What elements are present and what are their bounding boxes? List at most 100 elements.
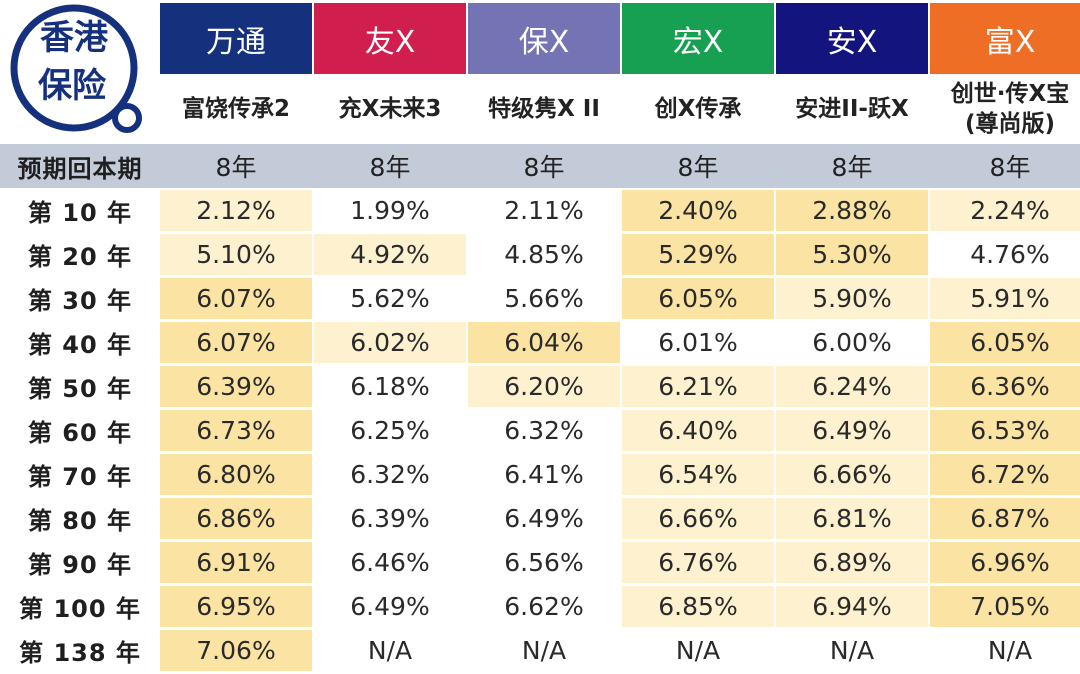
irr-cell: 2.40% — [622, 190, 774, 231]
irr-cell: 6.46% — [314, 542, 466, 583]
irr-cell: 2.24% — [930, 190, 1080, 231]
product-name: 安进II-跃X — [795, 96, 909, 122]
company-header: 安X — [776, 3, 928, 74]
product-header: 富饶传承2 — [160, 74, 312, 144]
product-name-suffix: (尊尚版) — [964, 111, 1055, 137]
irr-cell: 6.01% — [622, 322, 774, 363]
company-header: 友X — [314, 3, 466, 74]
irr-cell: N/A — [622, 630, 774, 671]
irr-cell: 2.11% — [468, 190, 620, 231]
logo-text-2: 保险 — [38, 66, 107, 106]
company-header: 富X — [930, 3, 1080, 74]
row-label: 第 138 年 — [19, 638, 141, 667]
period-label: 预期回本期 — [17, 154, 143, 183]
irr-cell: 6.66% — [622, 498, 774, 539]
irr-cell: N/A — [776, 630, 928, 671]
company-name: 富X — [984, 24, 1036, 60]
period-value: 8年 — [677, 153, 719, 182]
period-value: 8年 — [215, 153, 257, 182]
hk-insurance-logo: 香港 保险 — [0, 0, 160, 143]
period-value: 8年 — [369, 153, 411, 182]
table-row: 6.39% 6.18% 6.20% 6.21% 6.24% 6.36% — [160, 364, 1080, 408]
irr-cell: 5.10% — [160, 234, 312, 275]
table-row: 6.07% 6.02% 6.04% 6.01% 6.00% 6.05% — [160, 320, 1080, 364]
row-label: 第 70 年 — [27, 462, 133, 491]
company-header: 万通 — [160, 3, 312, 74]
irr-cell: 5.66% — [468, 278, 620, 319]
company-header: 保X — [468, 3, 620, 74]
irr-cell: N/A — [314, 630, 466, 671]
irr-cell: 6.18% — [314, 366, 466, 407]
irr-cell: 6.36% — [930, 366, 1080, 407]
product-name: 特级隽X II — [488, 96, 600, 122]
company-header: 宏X — [622, 3, 774, 74]
table-row: 2.12% 1.99% 2.11% 2.40% 2.88% 2.24% — [160, 188, 1080, 232]
period-value: 8年 — [989, 153, 1031, 182]
irr-cell: 6.04% — [468, 322, 620, 363]
irr-cell: 4.92% — [314, 234, 466, 275]
company-name: 宏X — [672, 24, 724, 60]
irr-cell: 6.87% — [930, 498, 1080, 539]
table-row: 6.73% 6.25% 6.32% 6.40% 6.49% 6.53% — [160, 408, 1080, 452]
irr-cell: 6.05% — [622, 278, 774, 319]
product-name: 充X未来3 — [338, 96, 442, 122]
company-name: 安X — [826, 24, 878, 60]
row-label: 第 100 年 — [19, 594, 141, 623]
logo-text-1: 香港 — [40, 18, 109, 58]
product-name: 创世·传X宝 — [950, 81, 1070, 107]
irr-cell: 6.72% — [930, 454, 1080, 495]
company-name: 万通 — [206, 24, 266, 60]
irr-cell: 7.05% — [930, 586, 1080, 627]
irr-cell: 2.88% — [776, 190, 928, 231]
table-row: 6.07% 5.62% 5.66% 6.05% 5.90% 5.91% — [160, 276, 1080, 320]
irr-cell: 5.30% — [776, 234, 928, 275]
irr-cell: 1.99% — [314, 190, 466, 231]
period-value: 8年 — [831, 153, 873, 182]
product-header: 特级隽X II — [468, 74, 620, 144]
irr-cell: 4.85% — [468, 234, 620, 275]
company-name: 保X — [518, 24, 570, 60]
irr-cell: N/A — [930, 630, 1080, 671]
irr-cell: 6.25% — [314, 410, 466, 451]
row-label: 第 40 年 — [27, 330, 133, 359]
irr-cell: 6.89% — [776, 542, 928, 583]
irr-cell: 6.39% — [314, 498, 466, 539]
irr-cell: 6.32% — [468, 410, 620, 451]
company-name: 友X — [364, 24, 416, 60]
irr-cell: 5.62% — [314, 278, 466, 319]
irr-cell: 6.73% — [160, 410, 312, 451]
table-row: 6.91% 6.46% 6.56% 6.76% 6.89% 6.96% — [160, 540, 1080, 584]
table-row: 6.95% 6.49% 6.62% 6.85% 6.94% 7.05% — [160, 584, 1080, 628]
irr-cell: 6.07% — [160, 278, 312, 319]
irr-cell: 6.05% — [930, 322, 1080, 363]
irr-cell: 6.53% — [930, 410, 1080, 451]
row-label: 第 30 年 — [27, 286, 133, 315]
row-label: 第 80 年 — [27, 506, 133, 535]
irr-cell: 6.20% — [468, 366, 620, 407]
irr-cell: 6.41% — [468, 454, 620, 495]
period-value: 8年 — [523, 153, 565, 182]
irr-cell: 6.62% — [468, 586, 620, 627]
irr-cell: 6.02% — [314, 322, 466, 363]
product-header-row: 富饶传承2 充X未来3 特级隽X II 创X传承 安进II-跃X 创世·传X宝 … — [160, 74, 1080, 144]
irr-cell: 6.85% — [622, 586, 774, 627]
product-header: 安进II-跃X — [776, 74, 928, 144]
row-label: 第 10 年 — [27, 198, 133, 227]
irr-cell: 7.06% — [160, 630, 312, 671]
irr-cell: 6.07% — [160, 322, 312, 363]
product-name: 创X传承 — [654, 96, 742, 122]
irr-cell: 6.94% — [776, 586, 928, 627]
product-name: 富饶传承2 — [181, 96, 290, 122]
period-row-background — [0, 144, 1080, 188]
irr-cell: 6.49% — [776, 410, 928, 451]
irr-cell: 6.80% — [160, 454, 312, 495]
product-header: 充X未来3 — [314, 74, 466, 144]
irr-cell: 6.49% — [468, 498, 620, 539]
irr-cell: 6.76% — [622, 542, 774, 583]
irr-cell: 6.49% — [314, 586, 466, 627]
irr-cell: 6.91% — [160, 542, 312, 583]
table-row: 5.10% 4.92% 4.85% 5.29% 5.30% 4.76% — [160, 232, 1080, 276]
product-header: 创X传承 — [622, 74, 774, 144]
irr-cell: 6.21% — [622, 366, 774, 407]
